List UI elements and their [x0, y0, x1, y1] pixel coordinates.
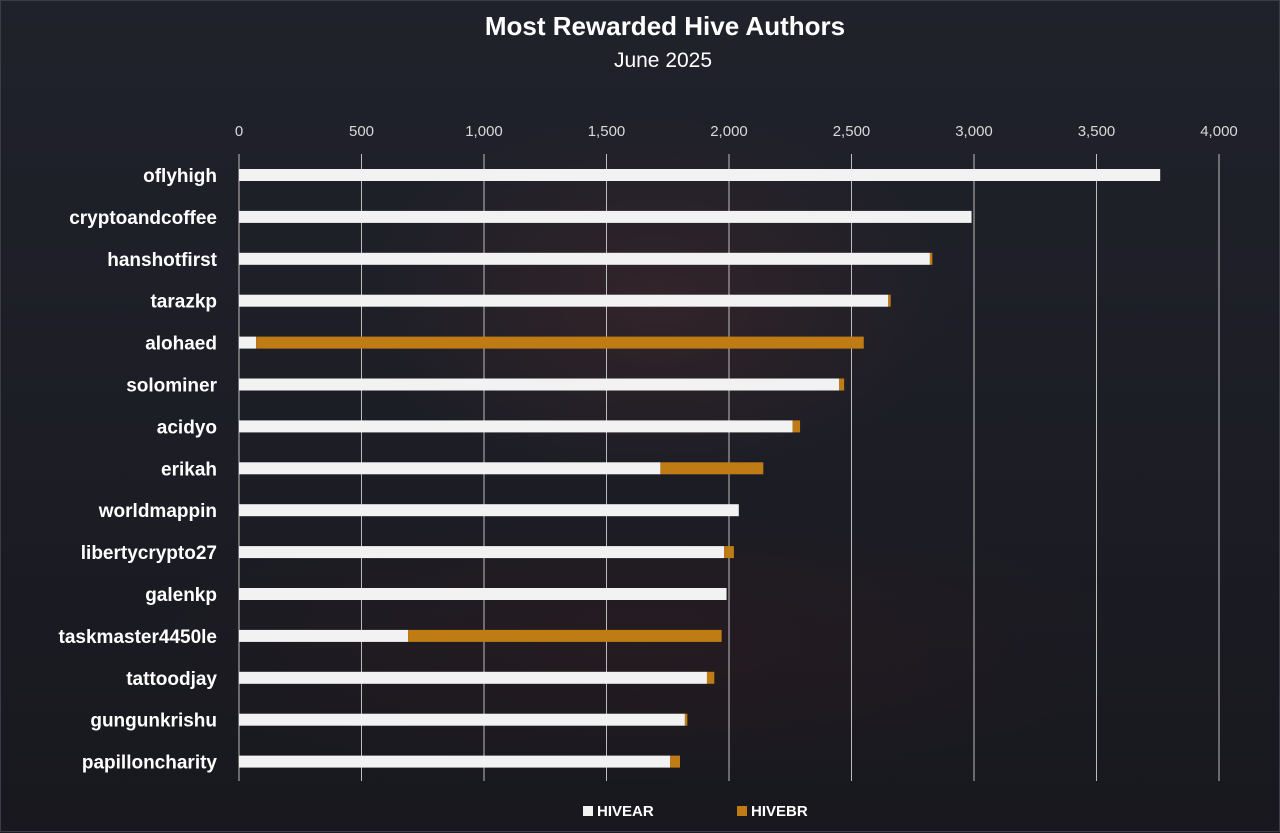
bar-hivear: [239, 169, 1161, 181]
bar-hivear: [239, 504, 739, 517]
category-label: erikah: [161, 459, 217, 480]
bar-hivear: [239, 546, 725, 559]
legend-swatch: [583, 806, 593, 816]
bar-hivear: [239, 755, 671, 768]
legend-label: HIVEAR: [597, 803, 654, 820]
bar-hivebr: [929, 252, 933, 265]
x-tick-label: 2,000: [710, 123, 748, 140]
x-tick-label: 3,000: [955, 123, 993, 140]
category-label: solominer: [126, 376, 217, 397]
bar-hivear: [239, 588, 727, 600]
bar-hivebr: [706, 671, 715, 684]
category-label: oflyhigh: [143, 166, 217, 187]
bar-hivear: [239, 629, 409, 642]
legend-label: HIVEBR: [751, 803, 808, 820]
category-label: libertycrypto27: [81, 543, 217, 564]
bar-hivear: [239, 671, 707, 684]
bar-hivebr: [792, 420, 801, 433]
bar-hivear: [239, 210, 972, 223]
chart-subtitle: June 2025: [614, 49, 712, 72]
category-label: papilloncharity: [82, 753, 218, 774]
bar-hivear: [239, 336, 257, 349]
bar-hivebr: [660, 462, 764, 475]
bar-hivebr: [684, 713, 688, 726]
category-label: galenkp: [145, 585, 217, 606]
category-label: hanshotfirst: [107, 250, 217, 271]
category-label: taskmaster4450le: [59, 627, 217, 648]
bar-hivear: [239, 252, 930, 265]
category-label: worldmappin: [98, 501, 217, 522]
category-label: tarazkp: [150, 292, 217, 313]
bar-hivebr: [839, 378, 845, 391]
bars: [239, 169, 1161, 768]
chart-title: Most Rewarded Hive Authors: [485, 11, 845, 41]
x-tick-label: 500: [349, 123, 374, 140]
category-label: alohaed: [145, 334, 217, 355]
bar-hivebr: [408, 629, 722, 642]
x-tick-label: 4,000: [1200, 123, 1238, 140]
x-tick-label: 1,500: [588, 123, 626, 140]
bar-hivear: [239, 462, 661, 475]
legend: HIVEAR HIVEBR: [583, 803, 808, 820]
bar-hivebr: [256, 336, 864, 349]
bar-hivebr: [724, 546, 734, 559]
bar-hivear: [239, 713, 685, 726]
category-label: tattoodjay: [126, 669, 217, 690]
bar-hivear: [239, 294, 889, 307]
x-tick-label: 3,500: [1078, 123, 1116, 140]
x-tick-label: 2,500: [833, 123, 871, 140]
bar-hivebr: [888, 294, 891, 307]
category-labels: oflyhigh cryptoandcoffee hanshotfirst taraz…: [59, 166, 218, 774]
legend-swatch: [737, 806, 747, 816]
category-label: acidyo: [157, 417, 217, 438]
bar-hivebr: [670, 755, 680, 768]
x-tick-label: 1,000: [465, 123, 503, 140]
bar-hivear: [239, 378, 840, 391]
bar-hivear: [239, 420, 793, 433]
x-tick-label: 0: [235, 123, 243, 140]
x-axis-ticks: 0 500 1,000 1,500 2,000 2,500 3,000 3,500 4,000: [235, 123, 1238, 140]
category-label: cryptoandcoffee: [69, 208, 217, 229]
category-label: gungunkrishu: [90, 711, 217, 732]
